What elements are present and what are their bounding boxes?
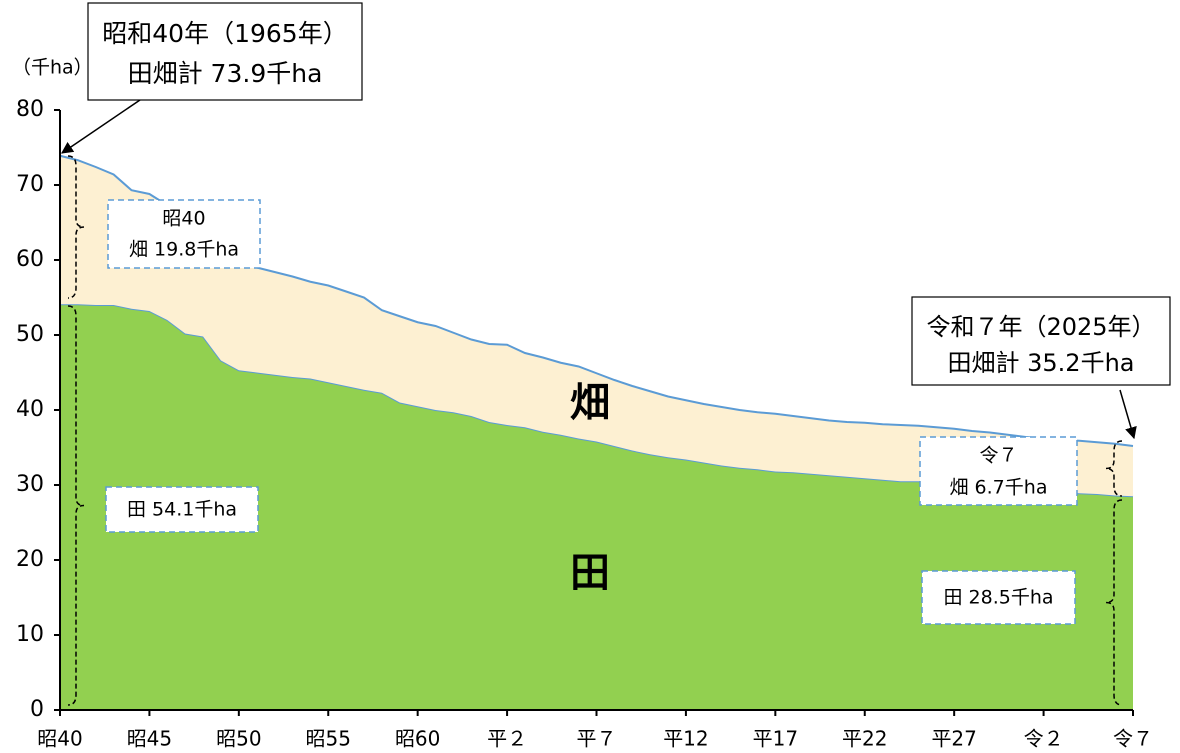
brace (1105, 440, 1123, 497)
annotation-text: 田畑計 35.2千ha (948, 349, 1135, 377)
x-tick-label: 令２ (1024, 727, 1064, 751)
brace (67, 305, 85, 706)
x-tick-label: 平２ (487, 727, 527, 751)
annotation-box (921, 570, 1076, 625)
annotation-text: 畑 19.8千ha (129, 239, 239, 261)
annotation-box (87, 2, 363, 101)
x-tick-label: 平７ (577, 727, 617, 751)
y-tick-label: 60 (16, 247, 44, 272)
series-label: 田 (570, 550, 610, 596)
y-tick-label: 70 (16, 172, 44, 197)
annotation-text: 昭和40年（1965年） (102, 19, 347, 48)
y-tick-label: 30 (16, 472, 44, 497)
annotation-box (919, 436, 1078, 506)
brace (67, 155, 85, 299)
series-label: 畑 (570, 380, 610, 426)
arrow (61, 99, 141, 154)
y-tick-label: 0 (30, 697, 44, 722)
arrow (1119, 389, 1137, 440)
annotation-text: 令和７年（2025年） (926, 313, 1155, 341)
x-tick-label: 昭55 (306, 727, 351, 751)
brace (1105, 499, 1123, 706)
x-tick-label: 平17 (753, 727, 798, 751)
x-tick-label: 昭50 (216, 727, 261, 751)
x-tick-label: 平27 (931, 727, 976, 751)
x-tick-label: 令７ (1113, 727, 1153, 751)
annotation-text: 田畑計 73.9千ha (128, 59, 323, 88)
annotation-box (911, 296, 1171, 386)
annotation-text: 畑 6.7千ha (950, 477, 1048, 499)
annotation-text: 田 28.5千ha (943, 587, 1053, 609)
annotation-box (105, 486, 259, 533)
x-tick-label: 昭60 (395, 727, 440, 751)
annotation-text: 令７ (979, 445, 1017, 467)
y-tick-label: 20 (16, 547, 44, 572)
x-tick-label: 昭45 (127, 727, 172, 751)
area (60, 304, 1133, 710)
y-tick-label: 50 (16, 322, 44, 347)
x-tick-label: 平22 (842, 727, 887, 751)
annotation-box (107, 199, 261, 269)
annotation-text: 昭40 (162, 208, 205, 230)
y-tick-label: 80 (16, 97, 44, 122)
x-tick-label: 昭40 (37, 727, 82, 751)
y-tick-label: 10 (16, 622, 44, 647)
annotation-text: 田 54.1千ha (127, 499, 237, 521)
y-axis-label: （千ha） (12, 57, 93, 79)
y-tick-label: 40 (16, 397, 44, 422)
x-tick-label: 平12 (663, 727, 708, 751)
